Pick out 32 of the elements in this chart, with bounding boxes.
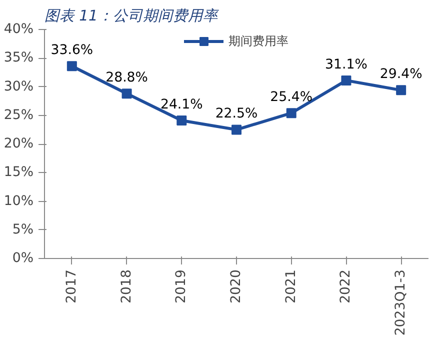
text: 31.1% bbox=[325, 57, 368, 72]
text: 25.4% bbox=[270, 90, 313, 106]
x-tick-label: 2017 bbox=[64, 269, 80, 304]
text: 24.1% bbox=[160, 98, 203, 113]
point bbox=[232, 124, 242, 135]
x-tick-label: 2018 bbox=[119, 269, 134, 304]
y-tick-label: 15% bbox=[4, 165, 34, 180]
x-tick-label: 2019 bbox=[174, 269, 190, 304]
x-tick-label: 2020 bbox=[229, 269, 244, 304]
text: 22.5% bbox=[215, 106, 258, 122]
x-tick-label: 2022 bbox=[338, 269, 354, 304]
y-tick-label: 25% bbox=[4, 108, 34, 123]
y-tick-label: 20% bbox=[4, 136, 34, 152]
legend-label: 期间费用率 bbox=[228, 32, 288, 50]
point bbox=[66, 61, 77, 72]
y-tick-label: 30% bbox=[4, 79, 34, 94]
y-tick-label: 0% bbox=[12, 251, 34, 266]
point bbox=[286, 108, 296, 118]
y-tick-label: 40% bbox=[4, 22, 34, 37]
text: 29.4% bbox=[380, 67, 422, 82]
x-tick-label: 2021 bbox=[284, 269, 299, 304]
point bbox=[341, 75, 352, 86]
y-tick-label: 5% bbox=[12, 222, 34, 238]
point bbox=[176, 116, 187, 126]
text: 28.8% bbox=[106, 70, 148, 86]
point bbox=[122, 88, 132, 99]
y-tick-label: 10% bbox=[4, 194, 34, 209]
point bbox=[396, 85, 406, 96]
chart-title: 图表 11：公司期间费用率 bbox=[44, 8, 219, 24]
text: 33.6% bbox=[50, 43, 94, 58]
y-tick-label: 35% bbox=[4, 50, 34, 66]
x-tick-label: 2023Q1-3 bbox=[394, 269, 409, 336]
